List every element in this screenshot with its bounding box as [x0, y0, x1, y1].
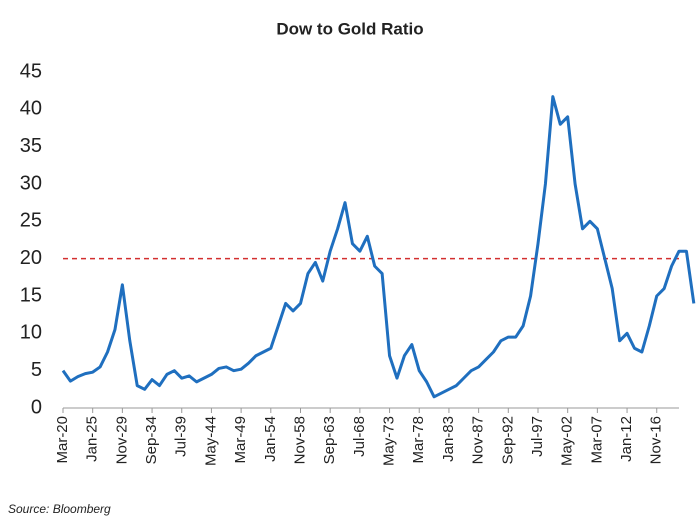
x-tick-label: Nov-29	[113, 416, 130, 464]
x-tick-label: Nov-16	[648, 416, 665, 464]
x-tick-label: Sep-63	[321, 416, 338, 464]
x-tick-label: Jan-25	[84, 416, 101, 462]
y-tick-label: 30	[20, 172, 42, 194]
chart-title: Dow to Gold Ratio	[276, 19, 423, 38]
y-tick-label: 15	[20, 284, 42, 306]
x-tick-label: May-44	[202, 416, 219, 466]
x-tick-label: Jan-12	[618, 416, 635, 462]
x-tick-label: Mar-07	[588, 416, 605, 464]
y-tick-label: 25	[20, 210, 42, 232]
data-line	[61, 95, 696, 399]
x-tick-label: Jan-83	[440, 416, 457, 462]
y-tick-label: 0	[31, 396, 42, 418]
x-tick-label: Mar-78	[410, 416, 427, 464]
x-tick-label: Sep-92	[499, 416, 516, 464]
y-tick-label: 40	[20, 98, 42, 120]
x-tick-label: Mar-20	[54, 416, 71, 464]
y-tick-label: 5	[31, 359, 42, 381]
x-tick-label: Mar-49	[232, 416, 249, 464]
x-tick-label: May-73	[381, 416, 398, 466]
x-tick-label: Jan-54	[262, 416, 279, 462]
x-tick-label: Jul-39	[173, 416, 190, 457]
x-tick-label: Jul-68	[351, 416, 368, 457]
x-tick-label: Jul-97	[529, 416, 546, 457]
source-note: Source: Bloomberg	[8, 502, 111, 516]
y-tick-label: 10	[20, 322, 42, 344]
x-tick-label: Sep-34	[143, 416, 160, 464]
y-tick-label: 45	[20, 60, 42, 82]
x-tick-label: Nov-58	[291, 416, 308, 464]
y-tick-label: 20	[20, 247, 42, 269]
y-tick-label: 35	[20, 135, 42, 157]
x-tick-label: May-02	[559, 416, 576, 466]
x-tick-label: Nov-87	[470, 416, 487, 464]
